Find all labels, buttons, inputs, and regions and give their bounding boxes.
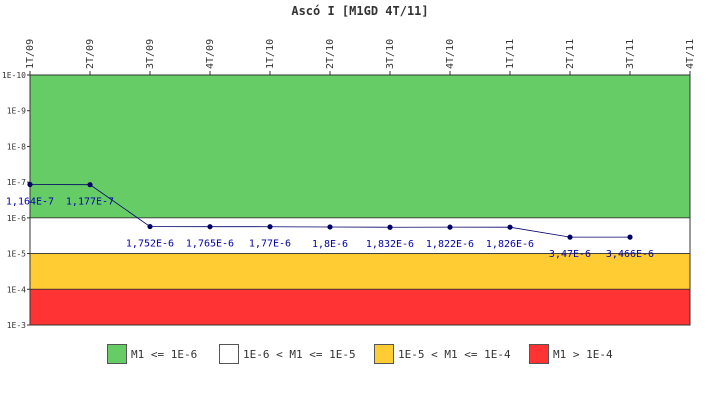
data-label-6: 1,832E-6 — [366, 239, 414, 250]
y-tick-label-2: 1E-8 — [7, 142, 26, 151]
data-point-10 — [627, 234, 633, 240]
legend-label-1: 1E-6 < M1 <= 1E-5 — [243, 347, 356, 361]
x-tick-label-7: 4T/10 — [445, 39, 456, 69]
x-tick-label-1: 2T/09 — [85, 39, 96, 69]
legend-swatch-3 — [529, 344, 549, 364]
data-point-7 — [447, 224, 453, 230]
data-label-9: 3,47E-6 — [549, 249, 591, 260]
y-tick-label-0: 1E-10 — [2, 71, 26, 80]
legend-swatch-1 — [219, 344, 239, 364]
data-point-8 — [507, 224, 513, 230]
data-point-9 — [567, 234, 573, 240]
band-0 — [29, 74, 691, 219]
legend-item-2: 1E-5 < M1 <= 1E-4 — [374, 343, 511, 365]
legend-item-1: 1E-6 < M1 <= 1E-5 — [219, 343, 356, 365]
y-tick-label-1: 1E-9 — [7, 107, 26, 116]
legend-label-2: 1E-5 < M1 <= 1E-4 — [398, 347, 511, 361]
x-tick-label-6: 3T/10 — [385, 39, 396, 69]
legend-swatch-2 — [374, 344, 394, 364]
y-tick-label-5: 1E-5 — [7, 250, 26, 259]
y-tick-label-7: 1E-3 — [7, 321, 26, 330]
legend-label-3: M1 > 1E-4 — [553, 347, 613, 361]
x-tick-label-11: 4T/11 — [685, 39, 696, 69]
x-tick-label-8: 1T/11 — [505, 39, 516, 69]
x-tick-label-9: 2T/11 — [565, 39, 576, 69]
plot-frame — [29, 74, 691, 326]
y-tick-label-4: 1E-6 — [7, 214, 26, 223]
x-tick-label-10: 3T/11 — [625, 39, 636, 69]
data-label-2: 1,752E-6 — [126, 239, 174, 250]
x-tick-label-4: 1T/10 — [265, 39, 276, 69]
data-point-6 — [387, 224, 393, 230]
legend-label-0: M1 <= 1E-6 — [131, 347, 198, 361]
x-tick-label-5: 2T/10 — [325, 39, 336, 69]
legend-item-3: M1 > 1E-4 — [529, 343, 613, 365]
data-point-4 — [267, 224, 273, 230]
band-1 — [29, 217, 691, 254]
x-tick-label-3: 4T/09 — [205, 39, 216, 69]
chart-legend: M1 <= 1E-6 1E-6 < M1 <= 1E-5 1E-5 < M1 <= … — [0, 343, 720, 367]
data-point-0 — [27, 181, 33, 188]
data-label-10: 3,466E-6 — [606, 249, 654, 260]
band-2 — [29, 253, 691, 290]
data-point-2 — [147, 223, 153, 230]
data-label-1: 1,177E-7 — [66, 197, 114, 208]
data-label-8: 1,826E-6 — [486, 239, 534, 250]
chart-title: Ascó I [M1GD 4T/11] — [291, 4, 428, 18]
data-label-5: 1,8E-6 — [312, 239, 348, 250]
x-tick-label-0: 1T/09 — [25, 39, 36, 69]
x-tick-label-2: 3T/09 — [145, 39, 156, 69]
data-point-1 — [87, 182, 93, 188]
legend-swatch-0 — [107, 344, 127, 364]
data-label-0: 1,164E-7 — [6, 196, 54, 207]
data-label-7: 1,822E-6 — [426, 239, 474, 250]
legend-item-0: M1 <= 1E-6 — [107, 343, 197, 365]
data-point-3 — [207, 224, 213, 230]
y-tick-label-6: 1E-4 — [7, 285, 26, 294]
data-point-5 — [327, 224, 333, 230]
data-label-3: 1,765E-6 — [186, 239, 234, 250]
y-tick-label-3: 1E-7 — [7, 178, 26, 187]
data-label-4: 1,77E-6 — [249, 239, 291, 250]
band-3 — [29, 288, 691, 326]
